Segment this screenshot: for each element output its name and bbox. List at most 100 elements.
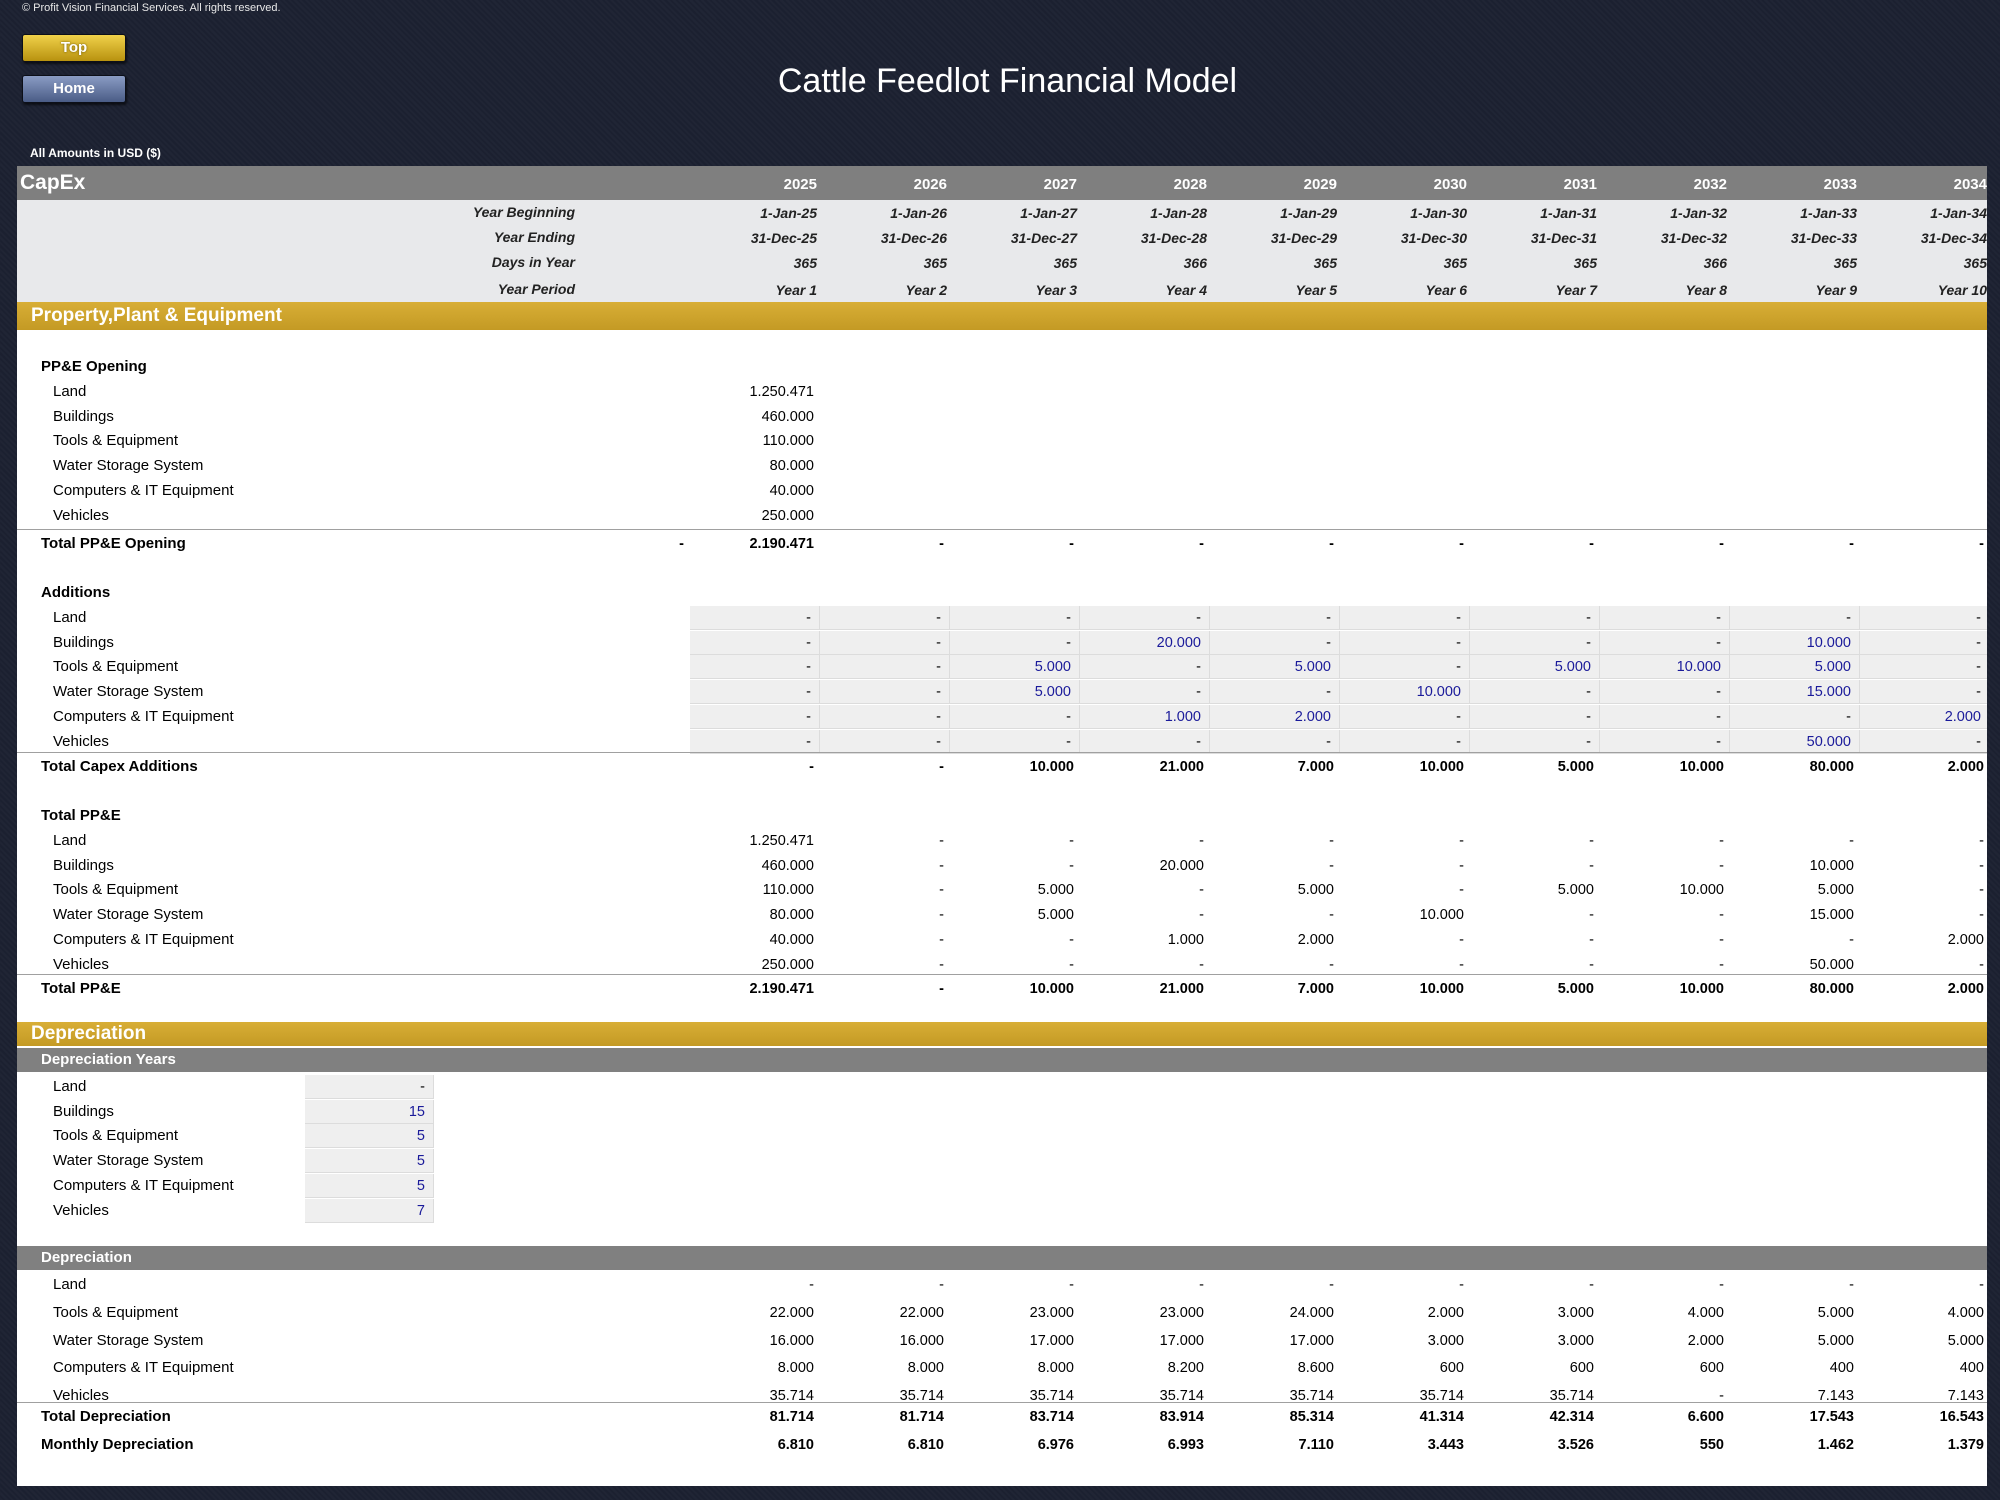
value-cell: - (1589, 956, 1594, 973)
input-cell[interactable]: 5.000 (1470, 655, 1600, 680)
input-cell[interactable]: - (1470, 606, 1600, 630)
input-cell[interactable]: - (690, 655, 820, 680)
input-cell[interactable]: 5.000 (1730, 655, 1860, 680)
timeline-value: 365 (1053, 255, 1077, 271)
input-cell[interactable]: 5.000 (950, 655, 1080, 680)
input-cell[interactable]: - (1470, 704, 1600, 729)
input-cell[interactable]: - (950, 606, 1080, 630)
input-cell[interactable]: - (1860, 606, 1987, 630)
input-cell[interactable]: - (1730, 606, 1860, 630)
value-cell: - (1849, 536, 1854, 552)
input-cell[interactable]: - (1080, 680, 1210, 705)
subsection-title: Total PP&E (41, 807, 121, 824)
input-cell[interactable]: - (690, 630, 820, 655)
value-cell: - (1719, 1277, 1724, 1293)
value-cell: 550 (1699, 1437, 1724, 1453)
input-cell[interactable]: - (1340, 704, 1470, 729)
subheader-label: Depreciation (41, 1249, 132, 1266)
value-cell: 15.000 (1809, 907, 1854, 924)
input-cell[interactable]: - (690, 606, 820, 630)
copyright-notice: © Profit Vision Financial Services. All … (22, 2, 281, 14)
input-cell[interactable]: 7 (305, 1198, 434, 1223)
input-cell[interactable]: - (1210, 680, 1340, 705)
value-cell: 2.000 (1947, 931, 1984, 948)
input-cell[interactable]: - (1340, 655, 1470, 680)
input-cell[interactable]: - (1600, 606, 1730, 630)
input-cell[interactable]: - (1600, 704, 1730, 729)
input-cell[interactable]: - (1860, 655, 1987, 680)
value-cell: - (1589, 1277, 1594, 1293)
input-cell[interactable]: - (820, 729, 950, 754)
input-cell[interactable]: 2.000 (1210, 704, 1340, 729)
input-cell[interactable]: - (1470, 680, 1600, 705)
input-cell[interactable]: - (820, 606, 950, 630)
value-cell: - (1719, 907, 1724, 924)
input-cell[interactable]: 10.000 (1730, 630, 1860, 655)
input-cell[interactable]: - (1340, 729, 1470, 754)
input-cell[interactable]: - (820, 680, 950, 705)
input-cell[interactable]: - (690, 680, 820, 705)
input-cell[interactable]: - (1340, 630, 1470, 655)
input-cell[interactable]: - (1080, 606, 1210, 630)
input-cell[interactable]: - (820, 655, 950, 680)
home-button[interactable]: Home (22, 75, 126, 103)
value-cell: 5.000 (1037, 907, 1074, 924)
value-cell: 8.000 (777, 1360, 814, 1377)
input-cell[interactable]: - (1730, 704, 1860, 729)
value-cell: 10.000 (1419, 759, 1464, 775)
input-cell[interactable]: - (690, 729, 820, 754)
input-cell[interactable]: - (820, 704, 950, 729)
value-cell: - (1069, 857, 1074, 874)
input-cell[interactable]: 5.000 (1210, 655, 1340, 680)
input-cell[interactable]: - (1080, 729, 1210, 754)
row-label: Land (53, 609, 87, 626)
value-cell: - (1719, 857, 1724, 874)
value-cell: 16.543 (1939, 1409, 1984, 1425)
input-cell[interactable]: - (1860, 680, 1987, 705)
value-cell: 24.000 (1289, 1304, 1334, 1321)
value-cell: - (1459, 931, 1464, 948)
timeline-value: Year 2 (905, 282, 947, 298)
input-cell[interactable]: 15 (305, 1099, 434, 1124)
timeline-value: 365 (1573, 255, 1597, 271)
input-cell[interactable]: 15.000 (1730, 680, 1860, 705)
input-cell[interactable]: - (1860, 729, 1987, 754)
input-cell[interactable]: - (1600, 680, 1730, 705)
input-cell[interactable]: - (1600, 729, 1730, 754)
input-cell[interactable]: - (1470, 630, 1600, 655)
input-cell[interactable]: - (1860, 630, 1987, 655)
input-cell[interactable]: - (305, 1075, 434, 1099)
input-cell[interactable]: - (1340, 606, 1470, 630)
row-label: Buildings (53, 856, 114, 874)
input-cell[interactable]: - (1600, 630, 1730, 655)
input-cell[interactable]: 50.000 (1730, 729, 1860, 754)
value-cell: 3.443 (1427, 1437, 1464, 1453)
value-cell: - (1329, 956, 1334, 973)
value-cell: 7.143 (1817, 1388, 1854, 1405)
input-cell[interactable]: 10.000 (1340, 680, 1470, 705)
input-cell[interactable]: - (1470, 729, 1600, 754)
input-cell[interactable]: 5 (305, 1149, 434, 1174)
row-label: Tools & Equipment (53, 658, 179, 676)
value-cell: 2.000 (1947, 981, 1984, 997)
input-cell[interactable]: 5 (305, 1173, 434, 1198)
input-cell[interactable]: - (1080, 655, 1210, 680)
input-cell[interactable]: - (1210, 606, 1340, 630)
input-cell[interactable]: - (950, 630, 1080, 655)
input-cell[interactable]: - (950, 729, 1080, 754)
input-cell[interactable]: 5.000 (950, 680, 1080, 705)
input-cell[interactable]: 1.000 (1080, 704, 1210, 729)
input-cell[interactable]: - (690, 704, 820, 729)
input-cell[interactable]: 5 (305, 1124, 434, 1149)
input-cell[interactable]: 20.000 (1080, 630, 1210, 655)
input-cell[interactable]: - (820, 630, 950, 655)
top-button[interactable]: Top (22, 34, 126, 62)
input-cell[interactable]: - (1210, 630, 1340, 655)
input-cell[interactable]: 2.000 (1860, 704, 1987, 729)
input-cell[interactable]: - (1210, 729, 1340, 754)
value-cell: - (1199, 882, 1204, 899)
value-cell: 250.000 (761, 507, 814, 524)
input-cell[interactable]: 10.000 (1600, 655, 1730, 680)
timeline-value: 31-Dec-28 (1140, 230, 1207, 246)
input-cell[interactable]: - (950, 704, 1080, 729)
